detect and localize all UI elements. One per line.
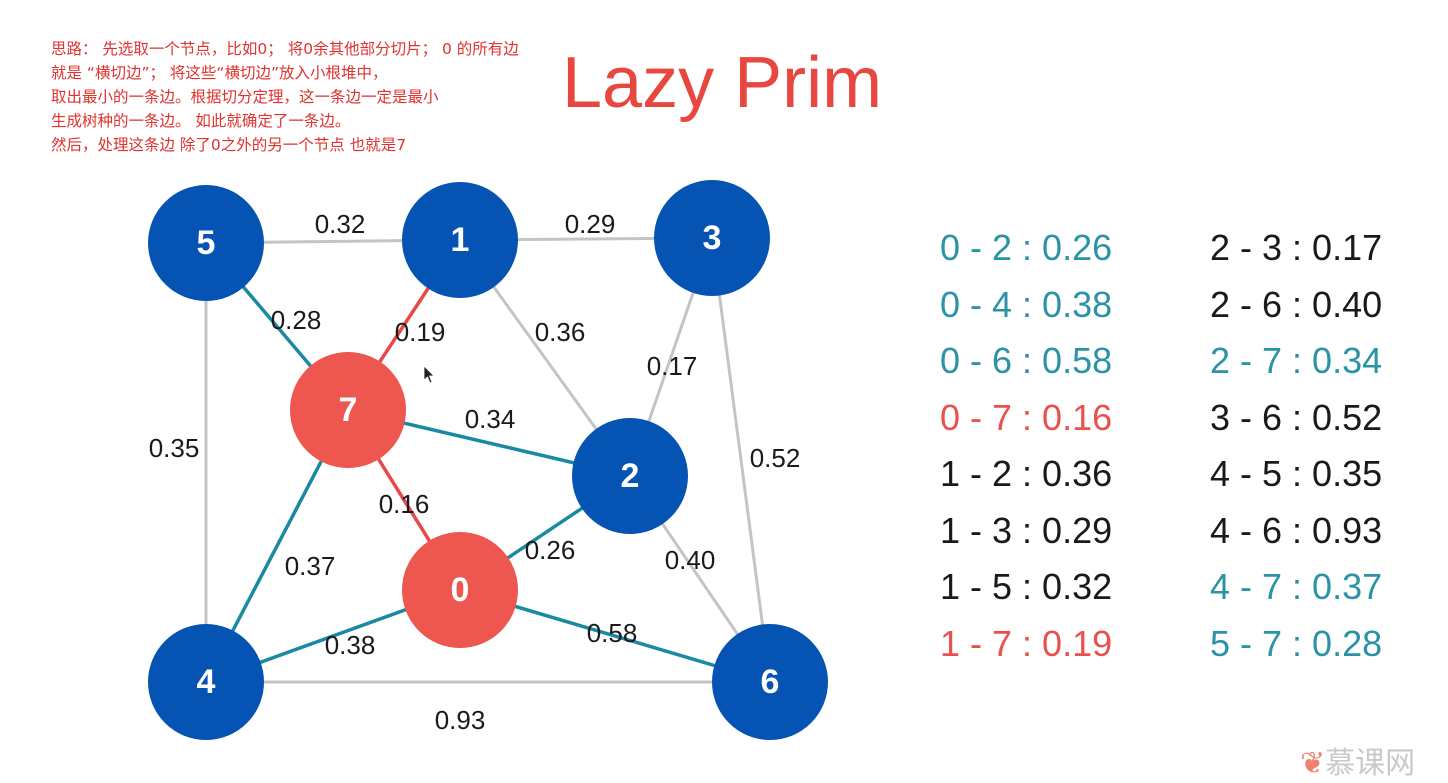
graph-node-2: 2 <box>572 418 688 534</box>
node-label: 4 <box>197 663 216 701</box>
edge-weight-label: 0.17 <box>647 351 698 381</box>
node-circle <box>148 624 264 740</box>
graph-diagram: 0.32 0.29 0.28 0.19 0.36 0.17 0.35 0.34 0.52 0.16… <box>148 180 828 740</box>
notes-line: 然后，处理这条边 除了0之外的另一个节点 也就是7 <box>51 136 407 154</box>
edge-weight-label: 0.52 <box>750 443 801 473</box>
notes-line: 取出最小的一条边。根据切分定理，这一条边一定是最小 <box>51 88 439 106</box>
graph-node-4: 4 <box>148 624 264 740</box>
node-circle <box>712 624 828 740</box>
edge-labels-layer: 0.32 0.29 0.28 0.19 0.36 0.17 0.35 0.34 0.52 0.16… <box>149 209 801 735</box>
graph-node-6: 6 <box>712 624 828 740</box>
notes-text: 思路： 先选取一个节点，比如0； 将0余其他部分切片； 0 的所有边 就是 “横… <box>51 37 671 157</box>
node-label: 6 <box>761 663 780 701</box>
edge-list-item: 1 - 3 : 0.29 <box>940 509 1113 551</box>
edge-list-item: 1 - 2 : 0.36 <box>940 453 1113 494</box>
node-label: 1 <box>451 221 470 259</box>
edge-list-item: 4 - 5 : 0.35 <box>1210 453 1383 494</box>
edge-weight-label: 0.38 <box>325 630 376 660</box>
edge-weight-label: 0.16 <box>379 489 430 519</box>
node-label: 0 <box>451 571 470 609</box>
node-label: 2 <box>621 457 640 495</box>
edge-weight-label: 0.40 <box>665 545 716 575</box>
edge-weight-label: 0.19 <box>395 317 446 347</box>
watermark-text: 慕课网 <box>1325 746 1416 781</box>
edge-list-item: 2 - 6 : 0.40 <box>1210 283 1383 325</box>
notes-line: 思路： 先选取一个节点，比如0； 将0余其他部分切片； 0 的所有边 <box>51 40 519 58</box>
node-label: 3 <box>703 219 722 257</box>
edge-weight-label: 0.34 <box>465 404 516 434</box>
edge-weight-label: 0.58 <box>587 618 638 648</box>
graph-node-1: 1 <box>402 182 518 298</box>
edge-weight-label: 0.37 <box>285 551 336 581</box>
edge-list-item: 0 - 2 : 0.26 <box>940 227 1113 268</box>
edge-weight-label: 0.29 <box>565 209 616 239</box>
flame-icon: ❦ <box>1300 746 1326 781</box>
edge-list-item: 2 - 7 : 0.34 <box>1210 340 1383 381</box>
graph-node-0: 0 <box>402 532 518 648</box>
edge-list-item: 1 - 7 : 0.19 <box>940 622 1113 664</box>
node-circle <box>572 418 688 534</box>
edge-list-item: 1 - 5 : 0.32 <box>940 566 1113 607</box>
notes-line: 就是 “横切边”； 将这些“横切边”放入小根堆中， <box>51 64 388 82</box>
node-circle <box>402 182 518 298</box>
node-circle <box>402 532 518 648</box>
nodes-layer: 0 1 2 3 4 5 6 7 <box>148 180 828 740</box>
mouse-cursor-icon <box>423 365 435 384</box>
edge-weight-label: 0.93 <box>435 705 486 735</box>
graph-node-5: 5 <box>148 185 264 301</box>
edge-weight-label: 0.28 <box>271 305 322 335</box>
edge-list-item: 0 - 6 : 0.58 <box>940 340 1113 381</box>
edge-list-item: 0 - 4 : 0.38 <box>940 283 1113 325</box>
edge-list-item: 4 - 6 : 0.93 <box>1210 509 1383 551</box>
node-circle <box>148 185 264 301</box>
node-label: 5 <box>197 224 216 262</box>
node-circle <box>290 352 406 468</box>
edge-list-item: 0 - 7 : 0.16 <box>940 396 1113 438</box>
slide-title: Lazy Prim <box>562 43 883 123</box>
node-circle <box>654 180 770 296</box>
edge-weight-label: 0.35 <box>149 433 200 463</box>
edge-list-item: 2 - 3 : 0.17 <box>1210 227 1383 268</box>
watermark: ❦慕课网 <box>1300 745 1448 783</box>
notes-line: 生成树种的一条边。 如此就确定了一条边。 <box>51 112 351 130</box>
edge-list-item: 4 - 7 : 0.37 <box>1210 566 1383 607</box>
edge-list-item: 5 - 7 : 0.28 <box>1210 622 1383 664</box>
node-label: 7 <box>339 391 358 429</box>
edge-weight-label: 0.26 <box>525 535 576 565</box>
edge-weight-label: 0.32 <box>315 209 366 239</box>
graph-node-3: 3 <box>654 180 770 296</box>
graph-node-7: 7 <box>290 352 406 468</box>
graph-edge-3-6 <box>710 237 772 683</box>
edge-weight-label: 0.36 <box>535 317 586 347</box>
edge-list-item: 3 - 6 : 0.52 <box>1210 396 1383 438</box>
